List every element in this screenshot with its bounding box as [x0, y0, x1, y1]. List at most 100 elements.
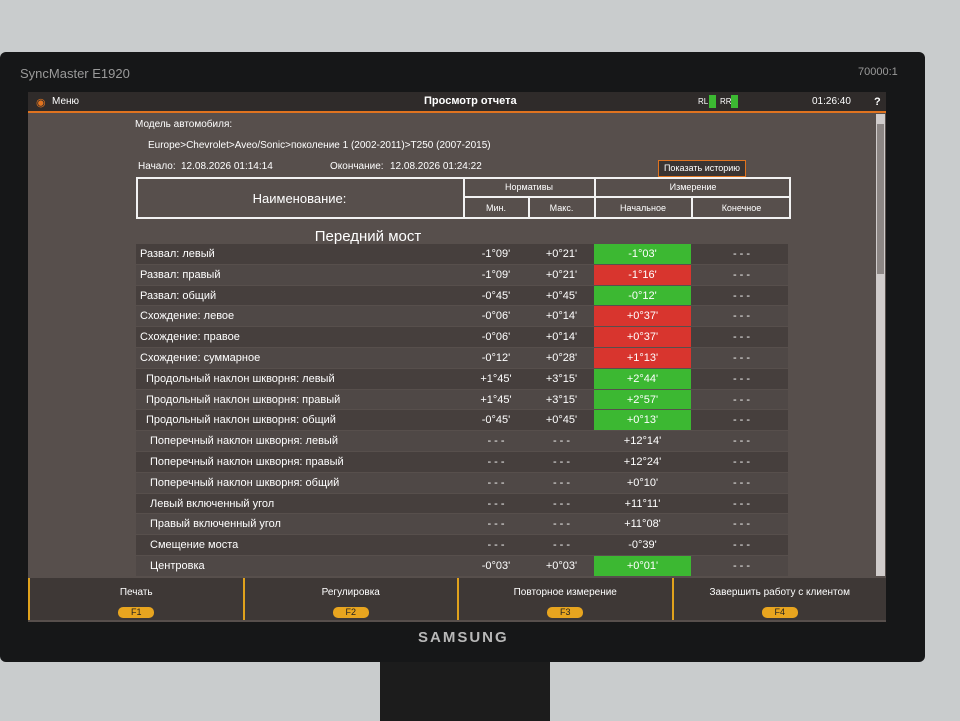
row-name: Правый включенный угол	[150, 518, 281, 531]
row-max: +0°21'	[545, 248, 578, 260]
row-max: - - -	[552, 456, 571, 468]
row-min: +1°45'	[480, 393, 512, 406]
row-max: - - -	[552, 435, 571, 448]
row-name: Схождение: суммарное	[140, 352, 261, 364]
row-min: -1°09'	[481, 268, 511, 281]
status-cell	[594, 389, 691, 410]
row-name: Развал: левый	[140, 248, 215, 260]
row-initial: +11°11'	[624, 497, 661, 510]
status-cell	[594, 285, 691, 306]
menu-button[interactable]: Меню	[52, 96, 80, 107]
rr-label: RR	[720, 97, 732, 106]
history-button[interactable]: Показать историю	[658, 160, 746, 177]
row-name: Поперечный наклон шкворня: левый	[150, 435, 338, 448]
status-cell	[594, 368, 691, 389]
table-row	[136, 472, 788, 493]
footer-label: Повторное измерение	[513, 587, 617, 598]
row-max: +0°45'	[545, 289, 578, 302]
row-final: - - -	[732, 372, 751, 385]
row-initial: +2°44'	[626, 372, 659, 385]
row-final: - - -	[732, 393, 751, 406]
row-initial: -0°39'	[628, 539, 657, 552]
rr-indicator	[731, 95, 738, 108]
model-label: Модель автомобиля:	[135, 119, 233, 130]
row-max: - - -	[552, 497, 571, 510]
row-initial: +11°08'	[624, 518, 661, 531]
footer-label: Завершить работу с клиентом	[709, 587, 850, 598]
help-button[interactable]: ?	[874, 96, 881, 108]
footer-button[interactable]: Повторное измерение F3	[457, 578, 672, 620]
row-name: Левый включенный угол	[150, 497, 275, 510]
end-label: Окончание:	[330, 161, 384, 172]
header-measure: Измерение	[669, 182, 717, 192]
rl-label: RL	[698, 97, 709, 106]
row-final: - - -	[732, 435, 751, 448]
row-name: Продольный наклон шкворня: левый	[146, 372, 335, 385]
footer-key: F3	[547, 607, 584, 618]
table-row	[136, 452, 788, 472]
row-min: - - -	[487, 518, 505, 531]
header-max: Макс.	[549, 203, 574, 213]
row-min: - - -	[487, 539, 505, 552]
status-cell	[594, 244, 691, 264]
monitor-badge: 70000:1	[858, 66, 898, 78]
scrollbar	[876, 114, 885, 576]
row-max: - - -	[552, 518, 571, 531]
header-min: Мин.	[486, 203, 506, 213]
row-min: -0°45'	[481, 414, 511, 427]
row-final: - - -	[732, 289, 751, 302]
row-name: Развал: общий	[140, 289, 217, 302]
row-min: -0°45'	[481, 289, 511, 302]
row-name: Поперечный наклон шкворня: общий	[150, 476, 340, 489]
header-norms: Нормативы	[505, 182, 553, 192]
row-max: +0°21'	[545, 268, 578, 281]
row-min: -1°09'	[481, 248, 511, 260]
row-min: - - -	[487, 476, 505, 489]
header-name: Наименование:	[252, 191, 347, 206]
footer-button[interactable]: Завершить работу с клиентом F4	[671, 578, 886, 620]
table-row	[136, 535, 788, 555]
footer-button[interactable]: Печать F1	[28, 578, 243, 620]
row-final: - - -	[732, 248, 751, 260]
status-cell	[594, 306, 691, 327]
row-max: +3°15'	[545, 372, 578, 385]
table-row	[136, 514, 788, 535]
row-initial: +0°10'	[626, 476, 659, 489]
status-cell	[594, 556, 691, 576]
row-max: - - -	[552, 539, 571, 552]
status-cell	[594, 327, 691, 347]
row-name: Схождение: правое	[140, 331, 240, 344]
start-label: Начало:	[138, 161, 176, 172]
row-name: Развал: правый	[140, 268, 221, 281]
row-name: Смещение моста	[150, 539, 239, 552]
header-initial: Начальное	[620, 203, 666, 213]
row-min: - - -	[487, 435, 505, 448]
monitor-model: SyncMaster E1920	[20, 66, 130, 81]
model-path: Europe>Chevrolet>Aveo/Sonic>поколение 1 …	[148, 140, 491, 151]
row-final: - - -	[732, 414, 751, 427]
row-min: +1°45'	[480, 372, 512, 385]
header-divider	[463, 177, 465, 219]
screen: ◉ Меню Просмотр отчета RL RR 01:26:40 ? …	[28, 92, 886, 622]
footer-button[interactable]: Регулировка F2	[242, 578, 457, 620]
row-max: +0°45'	[545, 414, 578, 427]
scrollbar-thumb[interactable]	[877, 124, 884, 274]
row-final: - - -	[732, 456, 751, 468]
row-max: +0°14'	[545, 331, 578, 344]
row-max: +0°28'	[545, 352, 578, 364]
row-min: - - -	[487, 456, 505, 468]
footer-key: F2	[332, 607, 369, 618]
row-initial: -1°16'	[628, 268, 657, 281]
row-initial: +0°01'	[626, 560, 659, 572]
row-name: Поперечный наклон шкворня: правый	[150, 456, 344, 468]
status-cell	[594, 348, 691, 368]
row-final: - - -	[732, 310, 751, 323]
status-cell	[594, 264, 691, 285]
row-min: -0°06'	[481, 310, 511, 323]
row-final: - - -	[732, 331, 751, 344]
monitor-stand	[380, 660, 550, 721]
row-name: Схождение: левое	[140, 310, 235, 323]
status-cell	[594, 410, 691, 431]
footer-label: Печать	[119, 587, 153, 598]
